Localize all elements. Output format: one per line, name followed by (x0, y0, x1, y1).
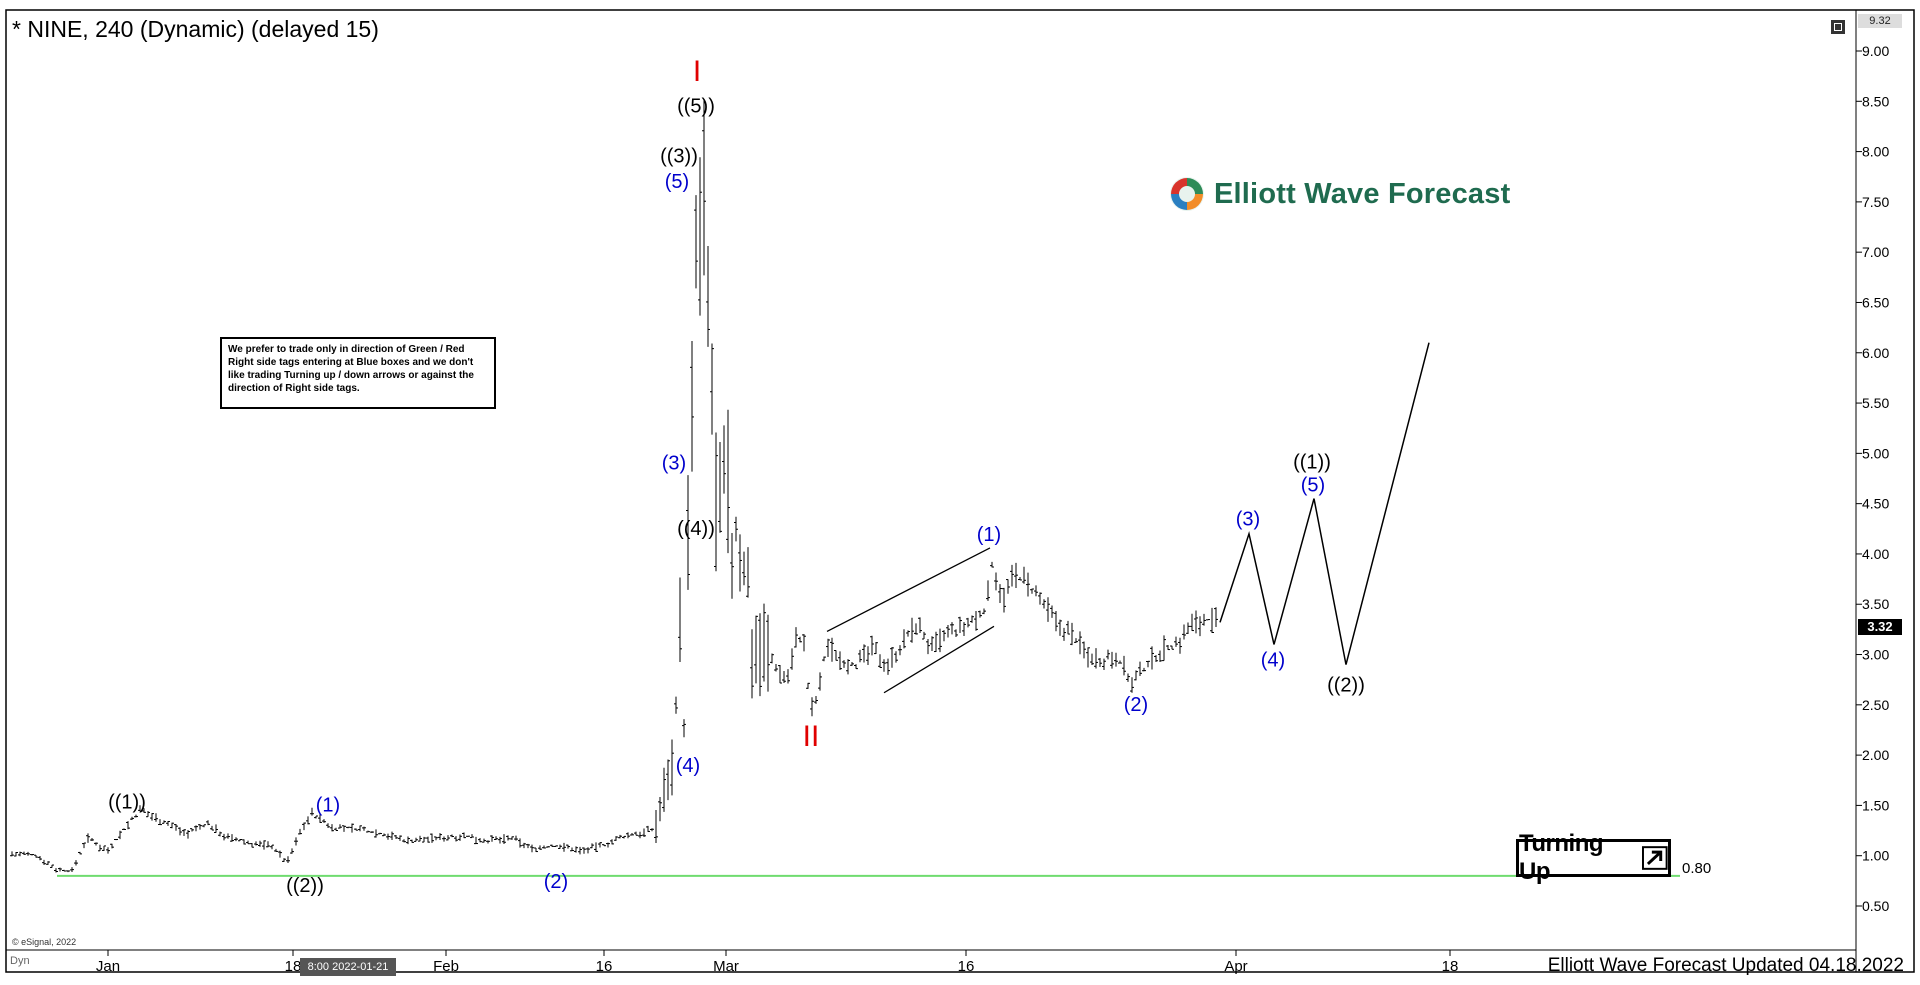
brand-swirl-icon (1170, 177, 1204, 211)
cursor-time-tag: 8:00 2022-01-21 (300, 958, 396, 976)
footer-updated: Elliott Wave Forecast Updated 04.18.2022 (1547, 955, 1904, 976)
trading-note: We prefer to trade only in direction of … (220, 337, 496, 409)
y-tick-label: 0.50 (1862, 898, 1889, 914)
wave-label: ((3)) (660, 146, 698, 168)
y-tick-label: 7.50 (1862, 194, 1889, 210)
y-tick-label: 8.00 (1862, 144, 1889, 160)
x-tick-label: Jan (96, 958, 120, 975)
y-tick-label: 1.50 (1862, 797, 1889, 813)
wave-label: (1) (316, 794, 340, 816)
wave-label: II (803, 720, 820, 753)
y-tick-label: 3.50 (1862, 596, 1889, 612)
y-tick-label: 3.00 (1862, 647, 1889, 663)
support-label: 0.80 (1682, 860, 1711, 877)
x-tick-label: 16 (958, 958, 975, 975)
y-tick-label: 7.00 (1862, 244, 1889, 260)
x-tick-label: 18 (285, 958, 302, 975)
projection-path (1219, 342, 1430, 665)
y-tick-label: 6.00 (1862, 345, 1889, 361)
channel-lines (826, 547, 995, 694)
projection-line (1219, 342, 1430, 665)
brand-name: Elliott Wave Forecast (1214, 177, 1511, 210)
wave-label: (3) (1236, 509, 1260, 531)
y-tick-label: 6.50 (1862, 294, 1889, 310)
price-bars (10, 99, 1218, 873)
panel-border (5, 9, 1915, 973)
turning-up-badge: Turning Up (1516, 830, 1671, 885)
y-tick-label: 5.00 (1862, 445, 1889, 461)
y-tick-label: 8.50 (1862, 93, 1889, 109)
chart-title: * NINE, 240 (Dynamic) (delayed 15) (12, 16, 379, 42)
wave-label: ((2)) (286, 875, 324, 897)
wave-label: (4) (676, 755, 700, 777)
wave-label: (3) (662, 452, 686, 474)
wave-label: ((1)) (1293, 451, 1331, 473)
y-tick-label: 4.00 (1862, 546, 1889, 562)
support-line-group: 0.80 (57, 860, 1711, 877)
y-tick-label: 4.50 (1862, 496, 1889, 512)
wave-label: ((1)) (108, 791, 146, 813)
wave-label: (2) (1124, 694, 1148, 716)
wave-labels: I ((5)) ((3)) (5) (3) ((4)) (4) II (1) (2) (3) (4) (… (108, 55, 1365, 897)
wave-label: (4) (1261, 650, 1285, 672)
y-tick-label: 2.00 (1862, 747, 1889, 763)
x-tick-label: 16 (596, 958, 613, 975)
channel-line (826, 547, 991, 632)
x-axis: Jan 18 Feb 16 Mar 16 Apr 18 (96, 950, 1458, 975)
x-tick-label: 18 (1442, 958, 1459, 975)
y-tick-label: 5.50 (1862, 395, 1889, 411)
dyn-label[interactable]: Dyn (10, 955, 30, 967)
wave-label: I (693, 55, 701, 88)
top-price-tag: 9.32 (1858, 14, 1902, 28)
last-price-tag: 3.32 (1858, 619, 1902, 635)
wave-label: (5) (665, 171, 689, 193)
window-restore-icon[interactable] (1831, 20, 1845, 34)
wave-label: ((2)) (1327, 675, 1365, 697)
y-tick-label: 2.50 (1862, 697, 1889, 713)
wave-label: ((4)) (677, 518, 715, 540)
x-tick-label: Feb (433, 958, 459, 975)
wave-label: (5) (1301, 475, 1325, 497)
wave-label: (2) (544, 871, 568, 893)
copyright: © eSignal, 2022 (12, 937, 77, 947)
brand-logo: Elliott Wave Forecast (1168, 175, 1510, 213)
y-axis: 9.00 8.50 8.00 7.50 7.00 6.50 6.00 5.50 5.00 4.50… (1856, 43, 1889, 914)
wave-label: (1) (977, 524, 1001, 546)
channel-line (883, 625, 995, 694)
arrow-up-right-icon (1642, 846, 1668, 870)
x-tick-label: Apr (1224, 958, 1247, 975)
y-tick-label: 1.00 (1862, 848, 1889, 864)
y-tick-label: 9.00 (1862, 43, 1889, 59)
turning-up-label: Turning Up (1519, 830, 1604, 885)
x-tick-label: Mar (713, 958, 739, 975)
wave-label: ((5)) (677, 95, 715, 117)
